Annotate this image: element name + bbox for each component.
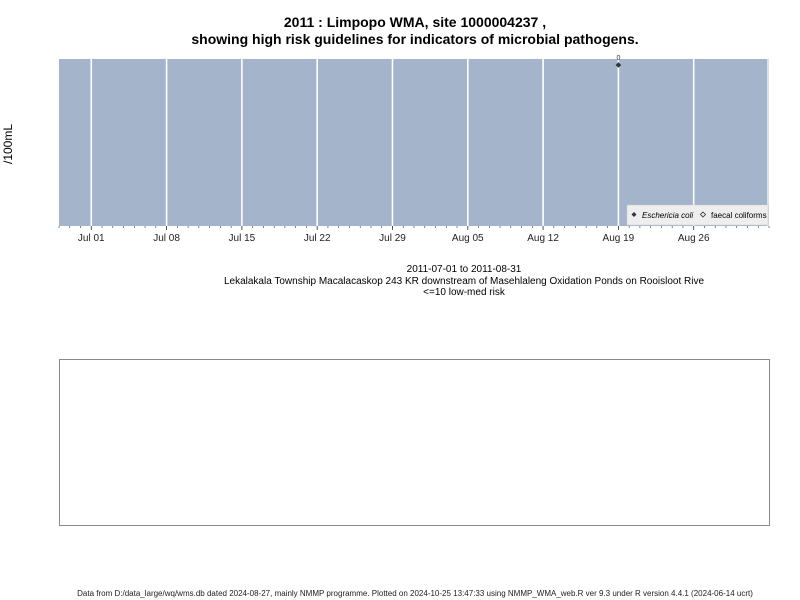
legend-ecoli-marker <box>631 212 637 217</box>
chart-title-line-1: 2011 : Limpopo WMA, site 1000004237 , <box>283 14 547 30</box>
x-tick-label: Jul 29 <box>379 233 406 244</box>
minor-ticks <box>58 226 770 228</box>
legend-faecal-marker <box>699 211 707 218</box>
grid-lines <box>90 59 769 226</box>
data-point <box>615 62 622 68</box>
empty-secondary-panel <box>59 359 770 526</box>
legend-faecal-label: faecal coliforms <box>711 211 767 220</box>
chart-title-line-2: showing high risk guidelines for indicat… <box>191 31 639 47</box>
subtitle-site-description: Lekalakala Township Macalacaskop 243 KR … <box>223 276 705 287</box>
data-label: 0 <box>616 55 620 62</box>
x-tick-label: Jul 08 <box>153 233 180 244</box>
x-tick-label: Aug 12 <box>527 233 559 244</box>
plot-panel <box>59 59 769 226</box>
x-axis-ticks: Jul 01 Jul 08 Jul 15 Jul 22 Jul 29 Aug 05 Aug … <box>78 226 710 244</box>
x-tick-label: Aug 05 <box>452 233 484 244</box>
chart-svg: Jul 01 Jul 08 Jul 15 Jul 22 Jul 29 Aug 05 Aug … <box>58 55 770 244</box>
legend-ecoli-label: Eschericia coli <box>642 211 693 220</box>
subtitle-date-range: 2011-07-01 to 2011-08-31 <box>406 264 522 275</box>
x-tick-label: Jul 01 <box>78 233 105 244</box>
subtitle-risk-note: <=10 low-med risk <box>423 287 505 298</box>
x-tick-label: Aug 19 <box>603 233 635 244</box>
legend-box <box>626 204 769 226</box>
legend: Eschericia coli faecal coliforms <box>626 204 769 226</box>
footer-note: Data from D:/data_large/wq/wms.db dated … <box>77 589 753 598</box>
x-tick-label: Aug 26 <box>678 233 710 244</box>
x-tick-label: Jul 22 <box>304 233 331 244</box>
data-points: 0 <box>615 55 622 68</box>
x-tick-label: Jul 15 <box>229 233 256 244</box>
